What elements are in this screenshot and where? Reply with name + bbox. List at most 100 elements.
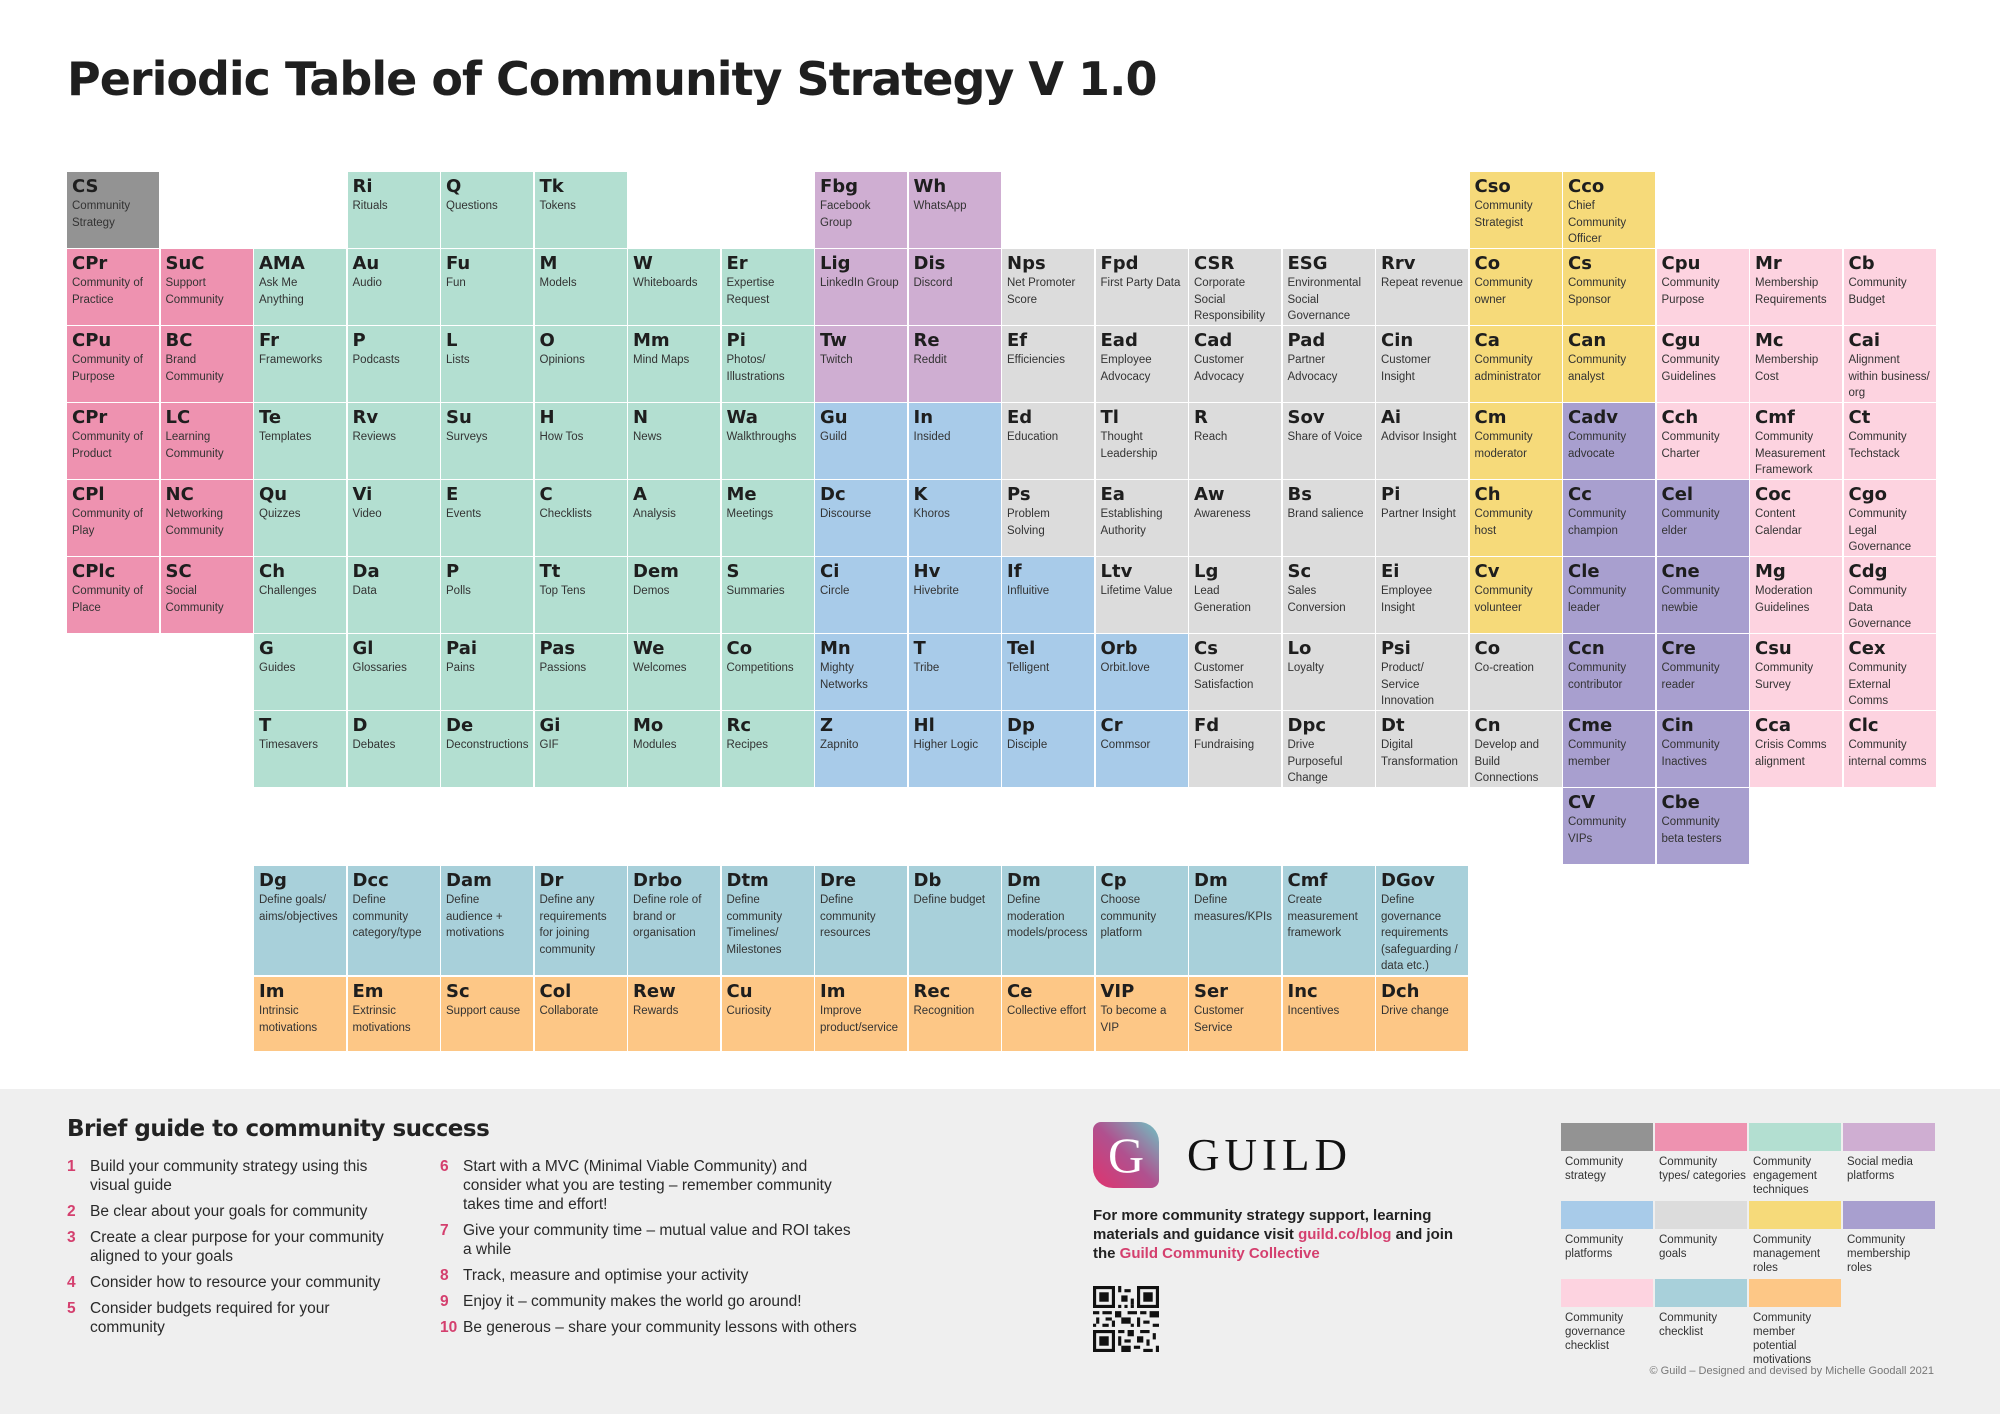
element-analysis[interactable]: A Analysis — [628, 480, 720, 556]
element-twitch[interactable]: Tw Twitch — [815, 326, 907, 402]
qr-code-icon[interactable] — [1093, 1286, 1159, 1352]
element-khoros[interactable]: K Khoros — [908, 480, 1001, 556]
element-co-creation[interactable]: Co Co-creation — [1469, 634, 1562, 710]
element-customer-satisfaction[interactable]: Cs Customer Satisfaction — [1189, 634, 1281, 710]
element-define-budget[interactable]: Db Define budget — [908, 866, 1001, 975]
element-learning-community[interactable]: LC Learning Community — [160, 403, 253, 479]
element-demos[interactable]: Dem Demos — [628, 557, 720, 633]
element-lead-generation[interactable]: Lg Lead Generation — [1189, 557, 1281, 633]
element-curiosity[interactable]: Cu Curiosity — [721, 977, 814, 1051]
element-welcomes[interactable]: We Welcomes — [628, 634, 720, 710]
element-community-newbie[interactable]: Cne Community newbie — [1656, 557, 1749, 633]
element-sales-conversion[interactable]: Sc Sales Conversion — [1282, 557, 1375, 633]
element-facebook-group[interactable]: Fbg Facebook Group — [815, 172, 907, 248]
element-top-tens[interactable]: Tt Top Tens — [534, 557, 627, 633]
element-modules[interactable]: Mo Modules — [628, 711, 720, 787]
element-brand-community[interactable]: BC Brand Community — [160, 326, 253, 402]
element-moderation-guidelines[interactable]: Mg Moderation Guidelines — [1750, 557, 1842, 633]
element-walkthroughs[interactable]: Wa Walkthroughs — [721, 403, 814, 479]
element-community-leader[interactable]: Cle Community leader — [1563, 557, 1655, 633]
element-intrinsic-motivations[interactable]: Im Intrinsic motivations — [254, 977, 346, 1051]
element-disciple[interactable]: Dp Disciple — [1002, 711, 1094, 787]
element-to-become-a-vip[interactable]: VIP To become a VIP — [1095, 977, 1188, 1051]
element-timesavers[interactable]: T Timesavers — [254, 711, 346, 787]
element-community-inactives[interactable]: Cin Community Inactives — [1656, 711, 1749, 787]
element-higher-logic[interactable]: Hl Higher Logic — [908, 711, 1001, 787]
element-alignment-within-business-org[interactable]: Cai Alignment within business/ org — [1843, 326, 1936, 402]
element-define-community-category-type[interactable]: Dcc Define community category/type — [347, 866, 440, 975]
element-community-advocate[interactable]: Cadv Community advocate — [1563, 403, 1655, 479]
element-checklists[interactable]: C Checklists — [534, 480, 627, 556]
element-product-service-innovation[interactable]: Psi Product/ Service Innovation — [1376, 634, 1468, 710]
element-community-of-play[interactable]: CPl Community of Play — [67, 480, 159, 556]
element-mind-maps[interactable]: Mm Mind Maps — [628, 326, 720, 402]
element-pains[interactable]: Pai Pains — [441, 634, 533, 710]
element-repeat-revenue[interactable]: Rrv Repeat revenue — [1376, 249, 1468, 325]
element-challenges[interactable]: Ch Challenges — [254, 557, 346, 633]
element-crisis-comms-alignment[interactable]: Cca Crisis Comms alignment — [1750, 711, 1842, 787]
element-photos-illustrations[interactable]: Pi Photos/ Illustrations — [721, 326, 814, 402]
element-recipes[interactable]: Rc Recipes — [721, 711, 814, 787]
element-net-promoter-score[interactable]: Nps Net Promoter Score — [1002, 249, 1094, 325]
element-awareness[interactable]: Aw Awareness — [1189, 480, 1281, 556]
element-data[interactable]: Da Data — [347, 557, 440, 633]
element-debates[interactable]: D Debates — [347, 711, 440, 787]
element-problem-solving[interactable]: Ps Problem Solving — [1002, 480, 1094, 556]
element-thought-leadership[interactable]: Tl Thought Leadership — [1095, 403, 1188, 479]
element-share-of-voice[interactable]: Sov Share of Voice — [1282, 403, 1375, 479]
element-hivebrite[interactable]: Hv Hivebrite — [908, 557, 1001, 633]
element-community-strategist[interactable]: Cso Community Strategist — [1469, 172, 1562, 248]
element-support-community[interactable]: SuC Support Community — [160, 249, 253, 325]
element-community-moderator[interactable]: Cm Community moderator — [1469, 403, 1562, 479]
element-define-community-timelines-milestones[interactable]: Dtm Define community Timelines/ Milestone… — [721, 866, 814, 975]
element-whatsapp[interactable]: Wh WhatsApp — [908, 172, 1001, 248]
element-reach[interactable]: R Reach — [1189, 403, 1281, 479]
element-create-measurement-framework[interactable]: Cmf Create measurement framework — [1282, 866, 1375, 975]
element-define-moderation-models-process[interactable]: Dm Define moderation models/process — [1002, 866, 1094, 975]
element-develop-and-build-connections[interactable]: Cn Develop and Build Connections — [1469, 711, 1562, 787]
element-loyalty[interactable]: Lo Loyalty — [1282, 634, 1375, 710]
element-community-owner[interactable]: Co Community owner — [1469, 249, 1562, 325]
element-passions[interactable]: Pas Passions — [534, 634, 627, 710]
element-community-volunteer[interactable]: Cv Community volunteer — [1469, 557, 1562, 633]
element-quizzes[interactable]: Qu Quizzes — [254, 480, 346, 556]
element-community-strategy[interactable]: CS Community Strategy — [67, 172, 159, 248]
collective-link[interactable]: Guild Community Collective — [1119, 1245, 1320, 1262]
element-community-member[interactable]: Cme Community member — [1563, 711, 1655, 787]
element-tokens[interactable]: Tk Tokens — [534, 172, 627, 248]
element-community-of-product[interactable]: CPr Community of Product — [67, 403, 159, 479]
element-competitions[interactable]: Co Competitions — [721, 634, 814, 710]
element-community-administrator[interactable]: Ca Community administrator — [1469, 326, 1562, 402]
element-gif[interactable]: Gi GIF — [534, 711, 627, 787]
element-community-survey[interactable]: Csu Community Survey — [1750, 634, 1842, 710]
element-community-analyst[interactable]: Can Community analyst — [1563, 326, 1655, 402]
element-collective-effort[interactable]: Ce Collective effort — [1002, 977, 1094, 1051]
element-community-measurement-framework[interactable]: Cmf Community Measurement Framework — [1750, 403, 1842, 479]
element-frameworks[interactable]: Fr Frameworks — [254, 326, 346, 402]
element-surveys[interactable]: Su Surveys — [441, 403, 533, 479]
element-models[interactable]: M Models — [534, 249, 627, 325]
element-rituals[interactable]: Ri Rituals — [347, 172, 440, 248]
element-meetings[interactable]: Me Meetings — [721, 480, 814, 556]
blog-link[interactable]: guild.co/blog — [1298, 1226, 1392, 1243]
element-lifetime-value[interactable]: Ltv Lifetime Value — [1095, 557, 1188, 633]
element-community-of-purpose[interactable]: CPu Community of Purpose — [67, 326, 159, 402]
element-define-community-resources[interactable]: Dre Define community resources — [815, 866, 907, 975]
element-define-governance-requirements-safeguarding-data-etc[interactable]: DGov Define governance requirements (safe… — [1376, 866, 1468, 975]
element-drive-purposeful-change[interactable]: Dpc Drive Purposeful Change — [1282, 711, 1375, 787]
element-collaborate[interactable]: Col Collaborate — [534, 977, 627, 1051]
element-efficiencies[interactable]: Ef Efficiencies — [1002, 326, 1094, 402]
element-drive-change[interactable]: Dch Drive change — [1376, 977, 1468, 1051]
element-community-legal-governance[interactable]: Cgo Community Legal Governance — [1843, 480, 1936, 556]
element-guild[interactable]: Gu Guild — [815, 403, 907, 479]
element-define-audience-motivations[interactable]: Dam Define audience + motivations — [441, 866, 533, 975]
element-community-of-place[interactable]: CPlc Community of Place — [67, 557, 159, 633]
element-community-sponsor[interactable]: Cs Community Sponsor — [1563, 249, 1655, 325]
element-deconstructions[interactable]: De Deconstructions — [441, 711, 533, 787]
element-first-party-data[interactable]: Fpd First Party Data — [1095, 249, 1188, 325]
element-corporate-social-responsibility[interactable]: CSR Corporate Social Responsibility — [1189, 249, 1281, 325]
element-community-champion[interactable]: Cc Community champion — [1563, 480, 1655, 556]
element-membership-cost[interactable]: Mc Membership Cost — [1750, 326, 1842, 402]
element-insided[interactable]: In Insided — [908, 403, 1001, 479]
element-polls[interactable]: P Polls — [441, 557, 533, 633]
